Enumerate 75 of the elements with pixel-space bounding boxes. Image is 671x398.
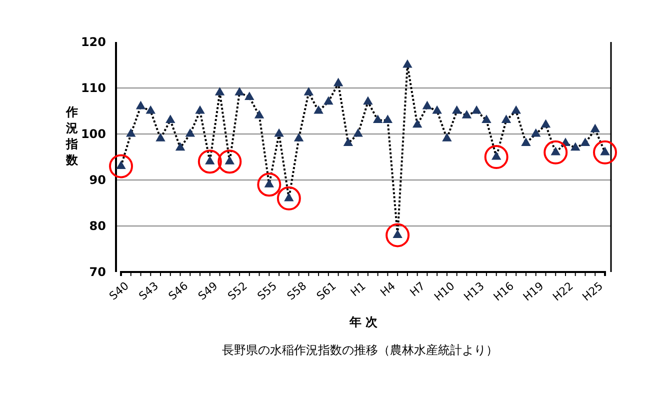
point <box>373 114 382 124</box>
point <box>304 87 314 96</box>
point <box>422 101 432 110</box>
point <box>198 150 222 174</box>
x-tick-label: H13 <box>461 279 487 304</box>
x-tick-label: H1 <box>348 279 368 300</box>
point <box>512 106 521 114</box>
y-tick-label: 90 <box>89 172 106 187</box>
point <box>126 128 136 137</box>
point <box>344 138 353 146</box>
y-tick-label: 70 <box>89 264 106 279</box>
point <box>502 114 511 124</box>
point <box>334 78 343 86</box>
point <box>580 138 590 146</box>
point <box>136 101 146 110</box>
x-tick-label: S40 <box>106 279 132 303</box>
point <box>383 114 392 124</box>
point <box>176 142 185 151</box>
x-tick-label: H22 <box>550 279 576 304</box>
point <box>442 133 452 142</box>
x-tick-label: H19 <box>520 279 546 304</box>
x-tick-label: S52 <box>225 279 250 303</box>
point <box>195 106 205 114</box>
point <box>166 114 175 124</box>
x-tick-label: S61 <box>314 279 339 303</box>
x-tick-label: S43 <box>136 279 161 303</box>
point <box>541 120 550 128</box>
point <box>244 92 254 100</box>
point <box>156 133 166 142</box>
point <box>531 128 540 137</box>
point <box>590 124 600 132</box>
point <box>386 223 410 248</box>
x-axis-title: 年 次 <box>348 315 379 329</box>
point <box>257 172 282 197</box>
point <box>274 128 284 137</box>
point <box>593 140 617 164</box>
point <box>482 114 492 124</box>
point <box>215 87 224 96</box>
point <box>462 110 472 118</box>
point <box>186 128 195 137</box>
text: 長野県の水稲作況指数の推移（農林水産統計より） <box>222 343 498 357</box>
point <box>254 110 264 118</box>
point <box>324 96 333 105</box>
x-tick-label: S49 <box>196 279 220 303</box>
point <box>484 145 508 169</box>
x-tick-label: H7 <box>408 279 428 300</box>
y-tick-label: 120 <box>80 34 106 49</box>
x-tick-label: H16 <box>491 279 516 304</box>
point <box>472 106 482 114</box>
point <box>402 60 412 68</box>
point <box>452 106 462 114</box>
x-tick-label: H4 <box>378 279 398 300</box>
point <box>363 96 372 105</box>
point <box>521 138 531 146</box>
x-tick-label: H25 <box>580 279 606 304</box>
point <box>412 120 422 128</box>
point <box>109 154 133 178</box>
y-tick-label: 110 <box>80 80 106 95</box>
point <box>432 106 442 114</box>
y-tick-label: 80 <box>89 218 106 233</box>
x-tick-label: H10 <box>432 279 458 304</box>
point <box>314 106 324 114</box>
point <box>146 106 156 114</box>
y-tick-label: 100 <box>80 126 106 141</box>
point <box>570 142 580 151</box>
point <box>218 150 242 174</box>
point <box>234 87 244 96</box>
x-tick-label: S46 <box>166 279 191 303</box>
y-axis-title: 作況指数 <box>65 105 79 167</box>
point <box>294 133 304 142</box>
x-tick-label: S55 <box>254 279 280 303</box>
point <box>544 140 568 164</box>
x-tick-label: S58 <box>284 279 310 303</box>
point <box>276 186 301 210</box>
point <box>354 128 363 137</box>
